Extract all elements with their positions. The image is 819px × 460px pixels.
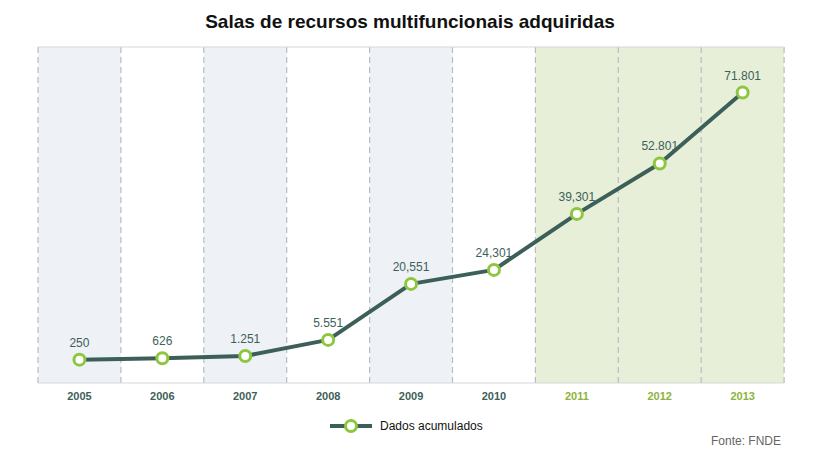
data-point xyxy=(488,264,499,275)
x-tick-label: 2007 xyxy=(233,390,257,402)
legend-label: Dados acumulados xyxy=(380,419,483,433)
x-tick-label: 2012 xyxy=(648,390,672,402)
column-divider xyxy=(452,47,453,383)
background-band xyxy=(370,47,453,383)
chart-title: Salas de recursos multifuncionais adquir… xyxy=(205,11,615,32)
data-point xyxy=(240,350,251,361)
data-point xyxy=(74,354,85,365)
data-label: 5.551 xyxy=(313,316,343,330)
data-label: 52.801 xyxy=(641,139,678,153)
series-line xyxy=(79,93,742,360)
data-label: 626 xyxy=(152,334,172,348)
x-tick-label: 2011 xyxy=(565,390,589,402)
x-tick-label: 2005 xyxy=(67,390,91,402)
data-label: 20,551 xyxy=(393,260,430,274)
column-divider xyxy=(286,47,287,383)
data-point xyxy=(654,158,665,169)
background-band xyxy=(701,47,784,383)
x-tick-label: 2013 xyxy=(730,390,754,402)
data-point xyxy=(737,87,748,98)
column-divider xyxy=(203,47,204,383)
source-note: Fonte: FNDE xyxy=(711,434,781,448)
column-divider xyxy=(369,47,370,383)
x-tick-label: 2010 xyxy=(482,390,506,402)
data-point xyxy=(323,334,334,345)
background-band xyxy=(618,47,701,383)
data-label: 71.801 xyxy=(724,69,761,83)
data-label: 24,301 xyxy=(476,246,513,260)
x-tick-label: 2009 xyxy=(399,390,423,402)
background-band xyxy=(204,47,287,383)
column-divider xyxy=(120,47,121,383)
x-tick-label: 2008 xyxy=(316,390,340,402)
data-labels: 250 626 1.251 5.551 20,551 24,301 39,301 52.801… xyxy=(69,69,761,350)
axis-line xyxy=(38,383,784,384)
column-divider xyxy=(535,47,536,383)
column-divider xyxy=(701,47,702,383)
background-band xyxy=(38,47,121,383)
background-band xyxy=(535,47,618,383)
column-divider xyxy=(783,47,784,383)
column-divider xyxy=(618,47,619,383)
legend-marker xyxy=(346,421,357,432)
chart-container: Salas de recursos multifuncionais adquir… xyxy=(0,0,819,460)
x-tick-label: 2006 xyxy=(150,390,174,402)
chart-svg: Salas de recursos multifuncionais adquir… xyxy=(0,0,819,460)
data-label: 1.251 xyxy=(230,332,260,346)
data-point xyxy=(571,208,582,219)
axis-line xyxy=(38,47,784,48)
data-label: 250 xyxy=(69,336,89,350)
data-point xyxy=(406,278,417,289)
plot-area xyxy=(74,87,748,365)
data-point xyxy=(157,353,168,364)
column-divider xyxy=(37,47,38,383)
data-label: 39,301 xyxy=(558,190,595,204)
